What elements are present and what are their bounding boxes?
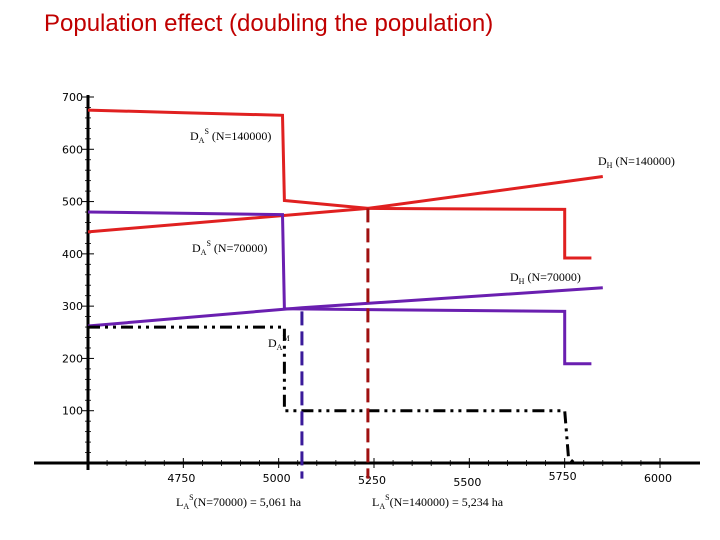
label-dam: DAM: [268, 334, 290, 352]
x-tick-label-5000: 5000: [263, 472, 291, 485]
series-line-4: [88, 325, 576, 465]
chart-title: Population effect (doubling the populati…: [44, 10, 494, 37]
x-tick-label-5750: 5750: [549, 470, 577, 483]
series-group: [87, 108, 604, 465]
label-das-70000: DAS (N=70000): [192, 239, 267, 257]
label-das-140000: DAS (N=140000): [190, 127, 271, 145]
x-tick-label-5250: 5250: [358, 474, 386, 487]
label-la-70000: LAS(N=70000) = 5,061 ha: [176, 493, 302, 511]
y-tick-label-100: 100: [62, 405, 83, 418]
y-tick-label-400: 400: [62, 248, 83, 261]
y-tick-label-300: 300: [62, 300, 83, 313]
axes: 700 600 500 400 300 200 100 4750 5000 5250 5500 575…: [34, 91, 700, 489]
x-tick-label-5500: 5500: [453, 476, 481, 489]
label-dh-70000: DH (N=70000): [510, 270, 581, 286]
series-line-3: [87, 286, 603, 328]
series-line-0: [87, 108, 592, 260]
y-tick-label-700: 700: [62, 91, 83, 104]
label-la-140000: LAS(N=140000) = 5,234 ha: [372, 493, 504, 511]
vertical-markers: [300, 208, 370, 479]
x-tick-label-6000: 6000: [644, 472, 672, 485]
series-line-2: [87, 210, 592, 366]
y-tick-label-500: 500: [62, 196, 83, 209]
y-tick-label-200: 200: [62, 352, 83, 365]
x-tick-label-4750: 4750: [167, 472, 195, 485]
series-line-1: [87, 175, 604, 234]
label-dh-140000: DH (N=140000): [598, 154, 675, 170]
y-tick-label-600: 600: [62, 143, 83, 156]
